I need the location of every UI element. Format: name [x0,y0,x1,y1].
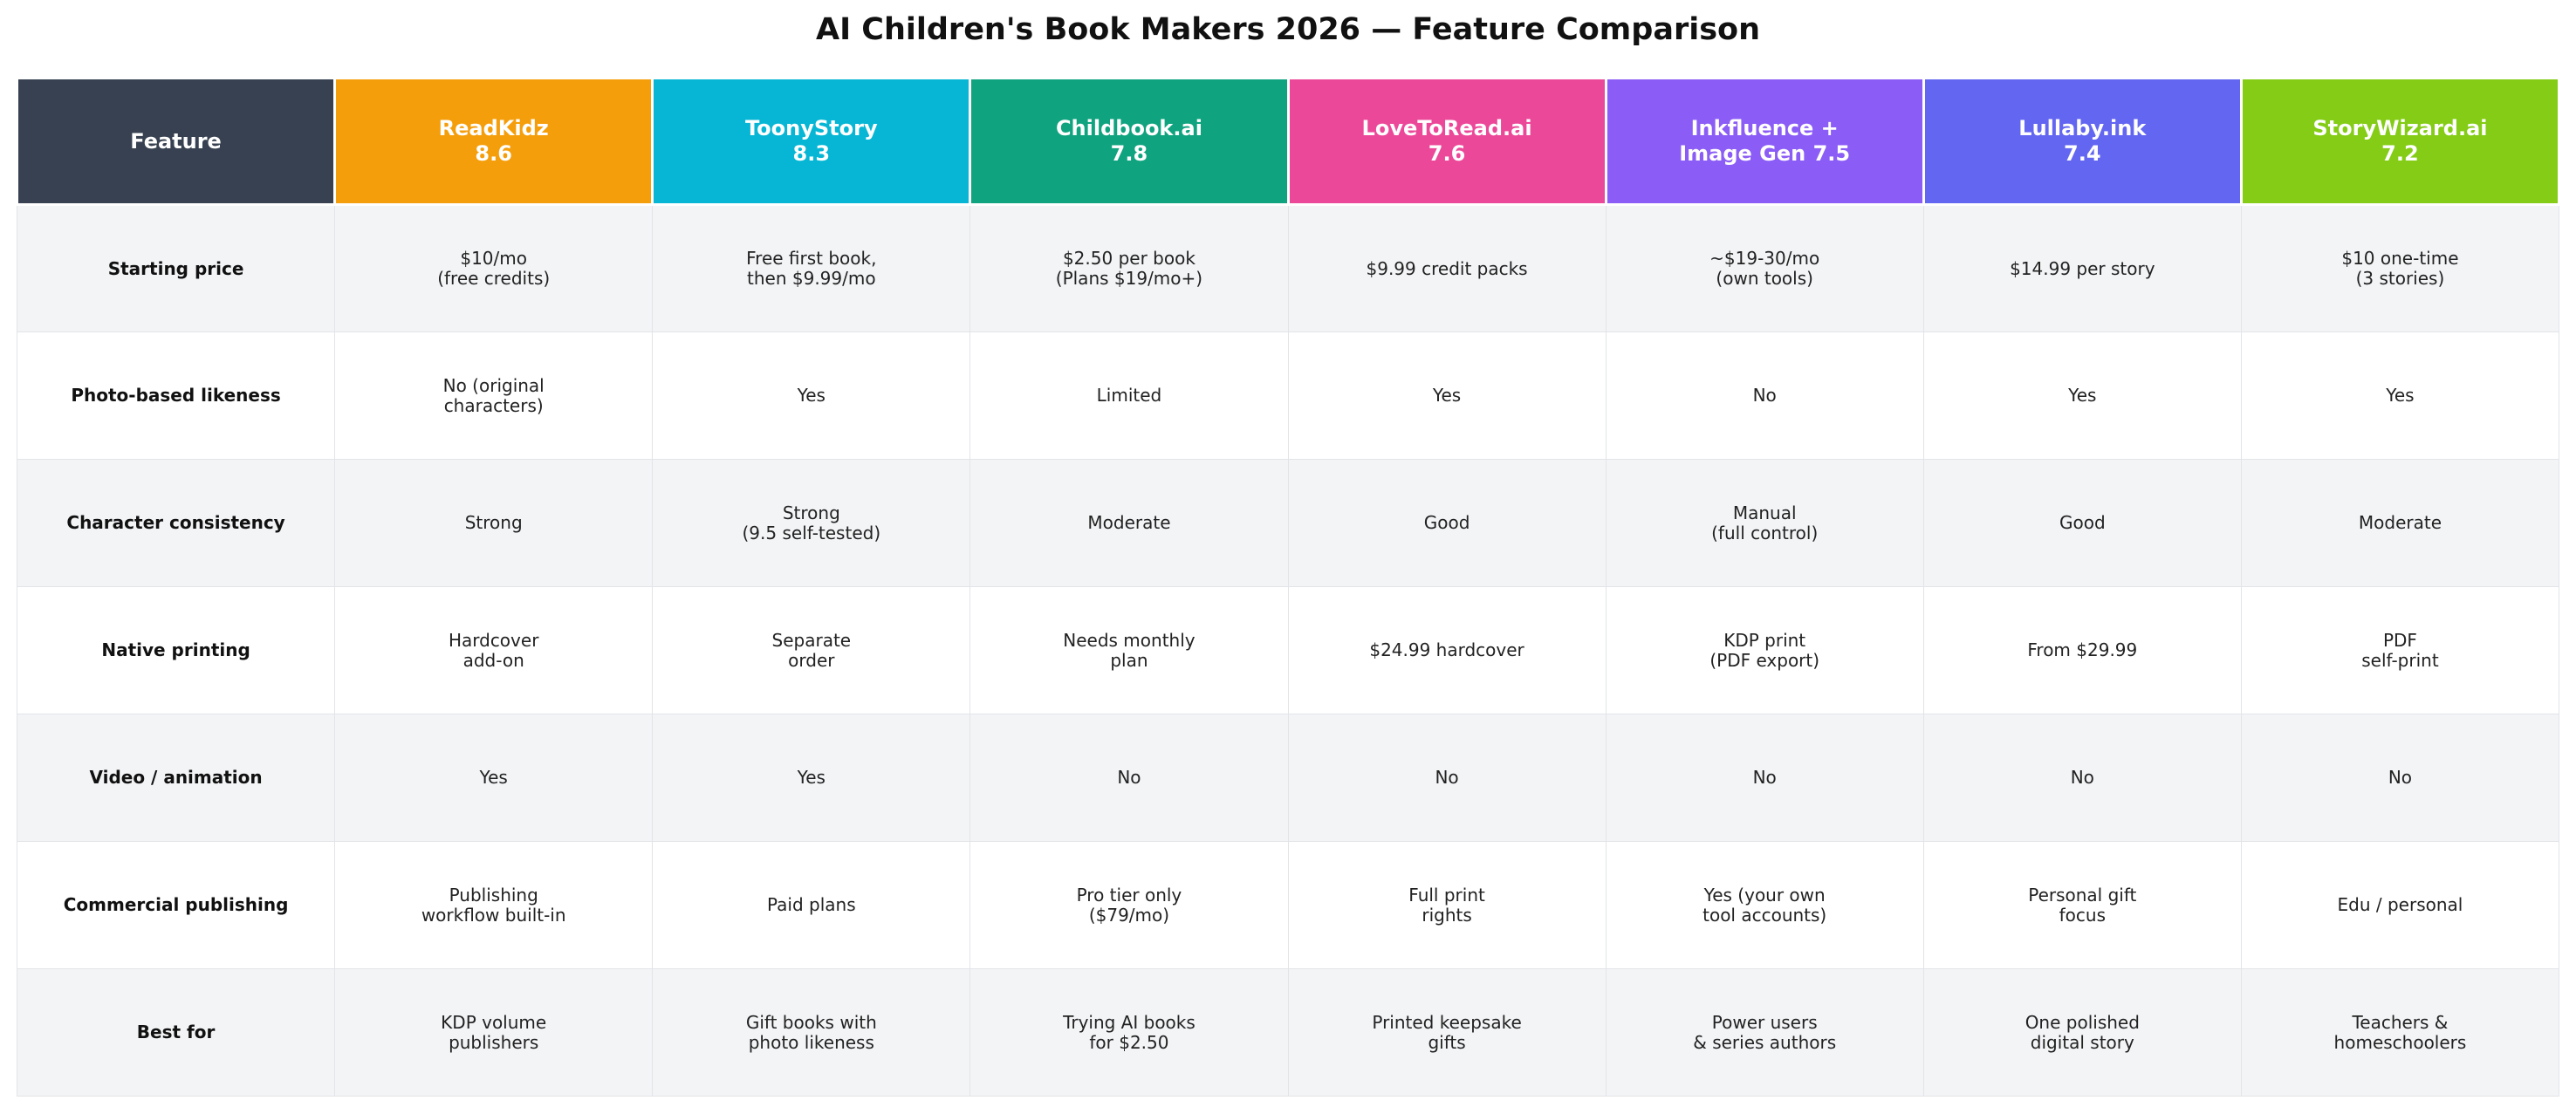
table-cell: Publishing workflow built-in [334,841,654,969]
table-row-best-for: Best for KDP volume publishers Gift books … [16,968,2560,1097]
table-row-native-printing: Native printing Hardcover add-on Separate … [16,586,2560,714]
table-cell: Pro tier only ($79/mo) [969,841,1289,969]
table-body: Starting price $10/mo (free credits) Free … [16,204,2560,1097]
table-cell: No [1922,714,2242,842]
table-cell: Strong [334,459,654,587]
table-cell: No [1605,331,1924,460]
table-cell: Edu / personal [2240,841,2560,969]
table-cell: No [1605,714,1924,842]
row-label: Native printing [16,586,336,714]
table-cell: Yes (your own tool accounts) [1605,841,1924,969]
table-cell: ~$19-30/mo (own tools) [1605,204,1924,332]
table-cell: No [2240,714,2560,842]
table-cell: Printed keepsake gifts [1287,968,1607,1097]
table-row-commercial-publishing: Commercial publishing Publishing workflow… [16,841,2560,969]
table-cell: Strong (9.5 self-tested) [652,459,971,587]
table-cell: Yes [652,331,971,460]
header-cell-feature: Feature [15,77,337,206]
row-label: Best for [16,968,336,1097]
table-cell: Yes [1922,331,2242,460]
header-cell-storywizard-ai: StoryWizard.ai 7.2 [2239,77,2561,206]
table-cell: KDP print (PDF export) [1605,586,1924,714]
table-row-video-animation: Video / animation Yes Yes No No No No No [16,714,2560,842]
header-cell-lullaby-ink: Lullaby.ink 7.4 [1922,77,2243,206]
table-cell: No (original characters) [334,331,654,460]
table-cell: Paid plans [652,841,971,969]
row-label: Photo-based likeness [16,331,336,460]
chart-title: AI Children's Book Makers 2026 — Feature… [815,12,1760,47]
table-cell: Power users & series authors [1605,968,1924,1097]
table-cell: No [969,714,1289,842]
row-label: Starting price [16,204,336,332]
table-cell: PDF self-print [2240,586,2560,714]
table-cell: Yes [334,714,654,842]
table-header: Feature ReadKidz 8.6 ToonyStory 8.3 Childbo… [15,77,2561,206]
table-cell: Good [1287,459,1607,587]
comparison-table: Feature ReadKidz 8.6 ToonyStory 8.3 Childbo… [15,77,2561,1097]
row-label: Video / animation [16,714,336,842]
table-cell: Hardcover add-on [334,586,654,714]
table-cell: Limited [969,331,1289,460]
table-cell: One polished digital story [1922,968,2242,1097]
header-row: Feature ReadKidz 8.6 ToonyStory 8.3 Childbo… [15,77,2561,206]
table-cell: KDP volume publishers [334,968,654,1097]
table-cell: $10 one-time (3 stories) [2240,204,2560,332]
table-cell: $10/mo (free credits) [334,204,654,332]
header-cell-childbook-ai: Childbook.ai 7.8 [969,77,1290,206]
table-row-starting-price: Starting price $10/mo (free credits) Free … [16,204,2560,332]
table-cell: From $29.99 [1922,586,2242,714]
table-cell: Teachers & homeschoolers [2240,968,2560,1097]
table-row-photo-based-likeness: Photo-based likeness No (original charact… [16,331,2560,460]
table-cell: Yes [2240,331,2560,460]
table-cell: Gift books with photo likeness [652,968,971,1097]
table-cell: $24.99 hardcover [1287,586,1607,714]
table-row-character-consistency: Character consistency Strong Strong (9.5 s… [16,459,2560,587]
table-cell: Needs monthly plan [969,586,1289,714]
table-cell: $9.99 credit packs [1287,204,1607,332]
table-cell: Full print rights [1287,841,1607,969]
table-cell: Moderate [969,459,1289,587]
table-cell: Manual (full control) [1605,459,1924,587]
table-cell: Personal gift focus [1922,841,2242,969]
row-label: Commercial publishing [16,841,336,969]
table-cell: No [1287,714,1607,842]
table-cell: Trying AI books for $2.50 [969,968,1289,1097]
header-cell-readkidz: ReadKidz 8.6 [333,77,654,206]
table-cell: Separate order [652,586,971,714]
table-cell: $2.50 per book (Plans $19/mo+) [969,204,1289,332]
table-cell: Good [1922,459,2242,587]
table-cell: Free first book, then $9.99/mo [652,204,971,332]
header-cell-inkfluence: Inkfluence + Image Gen 7.5 [1604,77,1925,206]
table-cell: Moderate [2240,459,2560,587]
table-cell: Yes [1287,331,1607,460]
header-cell-toonystory: ToonyStory 8.3 [651,77,972,206]
row-label: Character consistency [16,459,336,587]
header-cell-lovetoread-ai: LoveToRead.ai 7.6 [1286,77,1607,206]
table-cell: Yes [652,714,971,842]
table-cell: $14.99 per story [1922,204,2242,332]
